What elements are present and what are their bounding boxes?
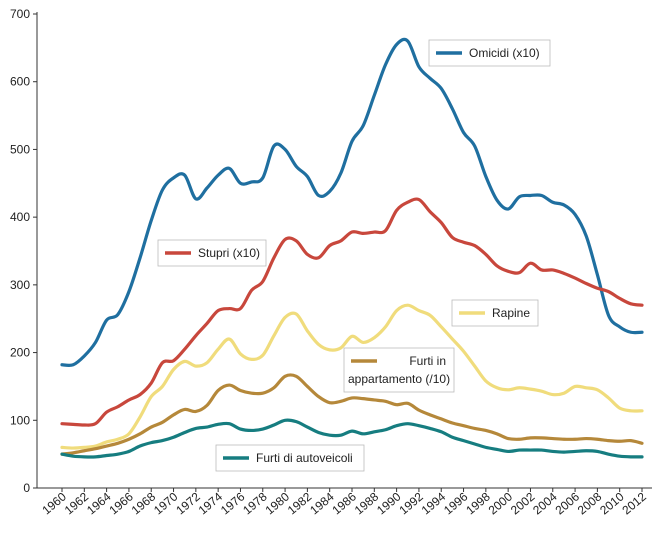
y-tick-label: 700 [10,7,30,21]
y-tick-label: 500 [10,142,30,156]
series-line-0 [60,37,644,368]
series-lines [60,37,644,459]
legend-item-3: Furti in appartamento (/10) [343,347,455,393]
legend-item-4: Furti di autoveicoli [215,444,365,472]
legend-item-1: Stupri (x10) [157,239,267,267]
y-tick-label: 0 [23,481,30,495]
legends: Omicidi (x10) Stupri (x10) Rapine Furti in a… [157,39,551,472]
series-line-3 [60,373,644,456]
series-line-4 [60,418,644,459]
y-tick-label: 100 [10,413,30,427]
y-tick-label: 400 [10,210,30,224]
series-line-2 [60,303,644,450]
legend-item-2: Rapine [451,299,539,327]
y-tick-label: 600 [10,75,30,89]
legend-label: Omicidi (x10) [469,46,540,60]
y-tick-label: 300 [10,278,30,292]
x-tick-label: 2012 [619,489,649,517]
series-line-1 [60,197,644,427]
y-tick-label: 200 [10,346,30,360]
legend-label: Stupri (x10) [198,246,260,260]
legend-label: Furti di autoveicoli [256,451,353,465]
legend-item-0: Omicidi (x10) [428,39,551,67]
legend-label: appartamento (/10) [348,372,450,386]
legend-box [343,347,455,393]
legend-label: Furti in [409,354,446,368]
legend-label: Rapine [492,306,530,320]
